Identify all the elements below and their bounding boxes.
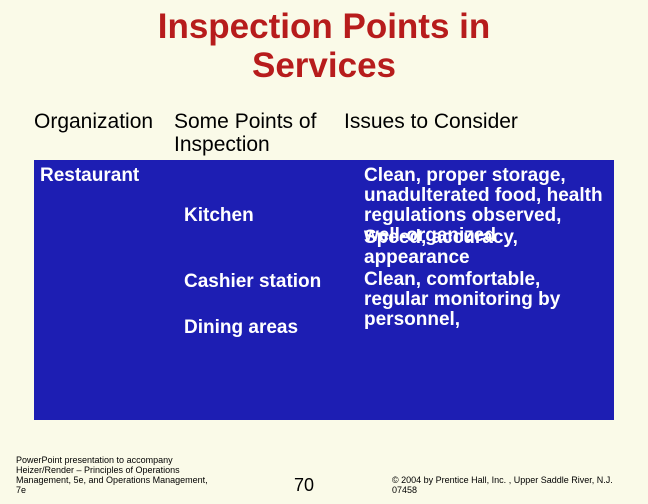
issues-column: Clean, proper storage, unadulterated foo… [364,166,608,329]
issue-cashier: Speed, accuracy, appearance [364,228,608,268]
column-headers: Organization Some Points of Inspection I… [34,110,614,156]
issue-dining: Clean, comfortable, regular monitoring b… [364,270,608,330]
point-cashier: Cashier station [184,272,354,292]
footer-left: PowerPoint presentation to accompany Hei… [16,456,216,496]
content-area: Organization Some Points of Inspection I… [34,110,614,420]
table-panel: Restaurant Kitchen Cashier station Dinin… [34,160,614,420]
points-column: Kitchen Cashier station Dining areas [184,166,354,338]
organization-column: Restaurant [40,166,170,186]
slide-title: Inspection Points in Services [0,0,648,85]
header-issues: Issues to Consider [344,110,604,156]
page-number: 70 [294,475,314,496]
title-line-2: Services [252,46,396,85]
point-kitchen: Kitchen [184,206,354,226]
point-dining: Dining areas [184,318,354,338]
organization-value: Restaurant [40,166,170,186]
header-organization: Organization [34,110,174,156]
footer-copyright: © 2004 by Prentice Hall, Inc. , Upper Sa… [392,476,632,496]
header-points: Some Points of Inspection [174,110,344,156]
slide-footer: PowerPoint presentation to accompany Hei… [16,456,632,496]
title-line-1: Inspection Points in [158,7,491,46]
